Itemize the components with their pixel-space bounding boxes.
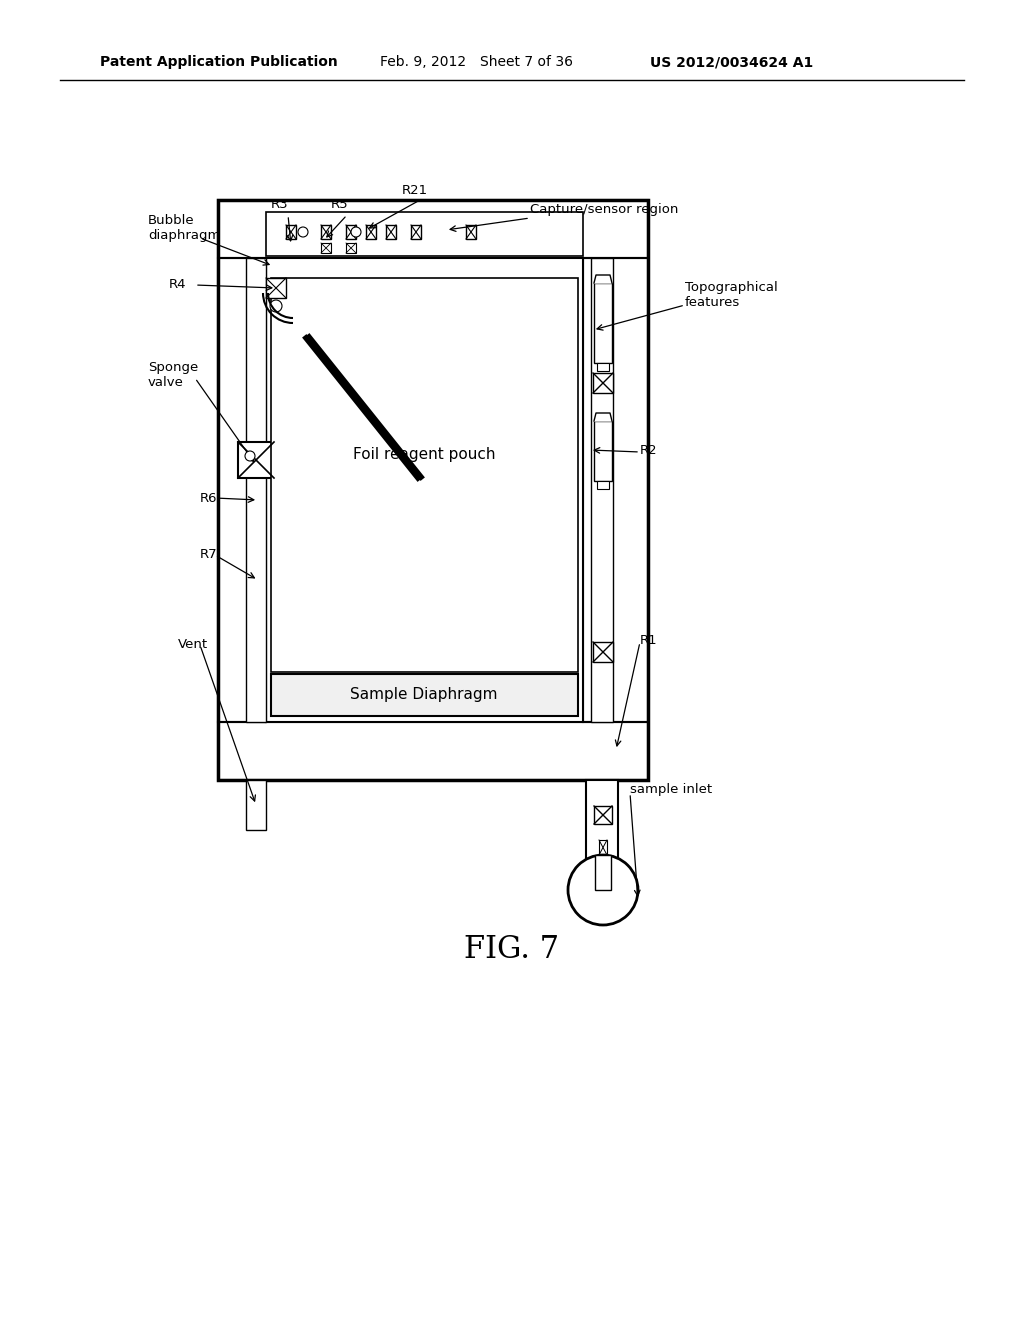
- Bar: [593, 642, 613, 663]
- Text: Sample Diaphragm: Sample Diaphragm: [350, 688, 498, 702]
- Text: R3: R3: [271, 198, 289, 211]
- Bar: [238, 442, 274, 478]
- Bar: [411, 224, 421, 239]
- Bar: [386, 224, 396, 239]
- Bar: [594, 282, 612, 363]
- Bar: [218, 257, 266, 722]
- Bar: [599, 840, 607, 855]
- Text: Capture/sensor region: Capture/sensor region: [530, 203, 678, 216]
- Text: R21: R21: [402, 183, 428, 197]
- Bar: [266, 279, 286, 298]
- Bar: [218, 722, 648, 780]
- Bar: [593, 374, 613, 393]
- Bar: [266, 213, 583, 256]
- Circle shape: [568, 855, 638, 925]
- Bar: [583, 257, 648, 722]
- Bar: [594, 421, 612, 480]
- Polygon shape: [594, 413, 612, 421]
- Bar: [246, 780, 266, 830]
- Text: US 2012/0034624 A1: US 2012/0034624 A1: [650, 55, 813, 69]
- Bar: [218, 201, 648, 780]
- Text: Foil reagent pouch: Foil reagent pouch: [352, 447, 496, 462]
- Text: R4: R4: [169, 279, 186, 292]
- Bar: [597, 363, 609, 371]
- Text: Patent Application Publication: Patent Application Publication: [100, 55, 338, 69]
- Bar: [246, 257, 266, 722]
- Bar: [346, 224, 356, 239]
- Bar: [286, 224, 296, 239]
- Circle shape: [351, 227, 361, 238]
- Polygon shape: [594, 275, 612, 282]
- Text: FIG. 7: FIG. 7: [465, 935, 559, 965]
- Text: R5: R5: [331, 198, 349, 211]
- Text: R7: R7: [200, 549, 218, 561]
- Bar: [366, 224, 376, 239]
- Bar: [271, 675, 578, 715]
- Circle shape: [245, 451, 255, 461]
- Bar: [597, 480, 609, 488]
- Bar: [321, 224, 331, 239]
- Text: Bubble
diaphragm: Bubble diaphragm: [148, 214, 220, 242]
- Text: R2: R2: [640, 444, 657, 457]
- Bar: [218, 201, 648, 257]
- Bar: [266, 257, 583, 722]
- Text: sample inlet: sample inlet: [630, 784, 712, 796]
- Text: Sponge
valve: Sponge valve: [148, 360, 199, 389]
- Bar: [271, 279, 578, 672]
- Text: Feb. 9, 2012: Feb. 9, 2012: [380, 55, 466, 69]
- Bar: [218, 201, 648, 257]
- Text: Sheet 7 of 36: Sheet 7 of 36: [480, 55, 573, 69]
- Bar: [218, 257, 266, 722]
- Circle shape: [298, 227, 308, 238]
- Bar: [591, 257, 613, 722]
- Bar: [586, 780, 618, 861]
- Bar: [595, 855, 611, 890]
- Bar: [321, 243, 331, 253]
- Bar: [466, 224, 476, 239]
- Text: Vent: Vent: [178, 639, 208, 652]
- Circle shape: [270, 300, 282, 312]
- Bar: [594, 807, 612, 824]
- Text: R1: R1: [640, 634, 657, 647]
- Bar: [218, 722, 648, 780]
- Bar: [583, 257, 648, 722]
- Text: Topographical
features: Topographical features: [685, 281, 778, 309]
- Text: R6: R6: [200, 491, 217, 504]
- Bar: [346, 243, 356, 253]
